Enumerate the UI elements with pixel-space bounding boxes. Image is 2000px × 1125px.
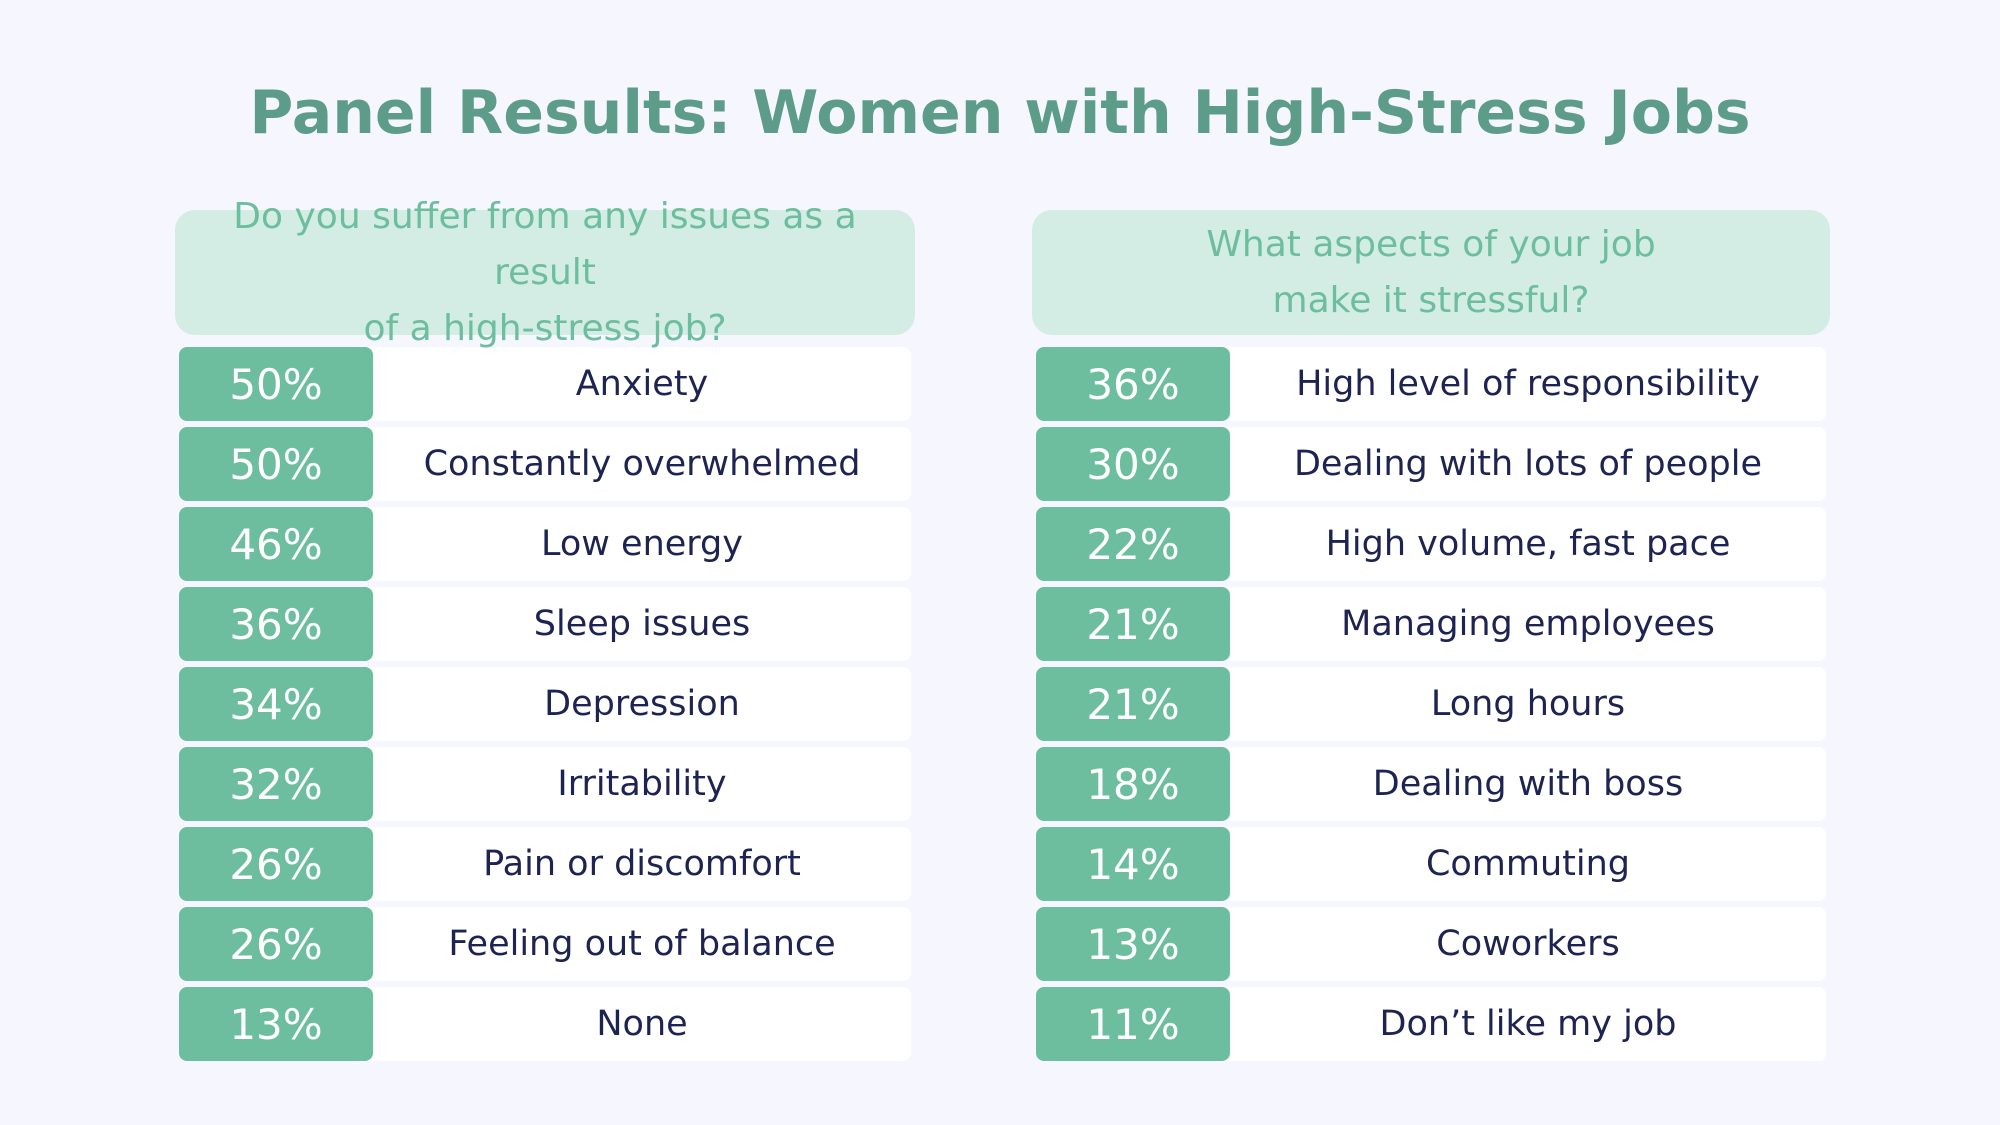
percent-value: 30% [1036,427,1230,501]
row-label: Depression [544,684,740,724]
percent-value: 21% [1036,587,1230,661]
table-row: 21% Managing employees [1036,587,1826,661]
table-row: 11% Don’t like my job [1036,987,1826,1061]
table-row: 26% Pain or discomfort [179,827,911,901]
row-label: Managing employees [1341,604,1715,644]
table-row: 50% Constantly overwhelmed [179,427,911,501]
row-label: Sleep issues [533,604,751,644]
percent-value: 11% [1036,987,1230,1061]
stress-aspects-panel: What aspects of your job make it stressf… [1032,210,1830,1067]
table-row: 30% Dealing with lots of people [1036,427,1826,501]
row-label: Coworkers [1436,924,1620,964]
row-label: High level of responsibility [1296,364,1760,404]
row-label: Low energy [540,524,743,564]
row-label: High volume, fast pace [1325,524,1731,564]
percent-value: 21% [1036,667,1230,741]
percent-value: 14% [1036,827,1230,901]
table-row: 32% Irritability [179,747,911,821]
percent-value: 50% [179,347,373,421]
percent-value: 36% [1036,347,1230,421]
table-row: 18% Dealing with boss [1036,747,1826,821]
table-row: 13% Coworkers [1036,907,1826,981]
table-row: 14% Commuting [1036,827,1826,901]
percent-value: 32% [179,747,373,821]
issues-panel: Do you suffer from any issues as a resul… [175,196,915,1067]
row-label: Commuting [1425,844,1631,884]
stress-aspects-question: What aspects of your job make it stressf… [1032,210,1830,335]
row-label: Dealing with lots of people [1293,444,1762,484]
row-label: None [596,1004,688,1044]
percent-value: 36% [179,587,373,661]
issues-rows: 50% Anxiety 50% Constantly overwhelmed 46% Lo… [175,347,915,1061]
row-label: Constantly overwhelmed [423,444,861,484]
percent-value: 13% [179,987,373,1061]
percent-value: 22% [1036,507,1230,581]
percent-value: 13% [1036,907,1230,981]
row-label: Don’t like my job [1379,1004,1677,1044]
stress-aspects-rows: 36% High level of responsibility 30% Dealin… [1032,347,1830,1061]
table-row: 13% None [179,987,911,1061]
table-row: 50% Anxiety [179,347,911,421]
issues-question: Do you suffer from any issues as a resul… [175,196,915,349]
percent-value: 46% [179,507,373,581]
percent-value: 34% [179,667,373,741]
row-label: Dealing with boss [1372,764,1684,804]
percent-value: 18% [1036,747,1230,821]
chart-title: Panel Results: Women with High-Stress Jo… [249,78,1751,148]
table-row: 46% Low energy [179,507,911,581]
percent-value: 26% [179,907,373,981]
percent-value: 26% [179,827,373,901]
table-row: 36% High level of responsibility [1036,347,1826,421]
table-row: 21% Long hours [1036,667,1826,741]
table-row: 26% Feeling out of balance [179,907,911,981]
row-label: Feeling out of balance [448,924,836,964]
table-row: 36% Sleep issues [179,587,911,661]
percent-value: 50% [179,427,373,501]
row-label: Irritability [557,764,727,804]
row-label: Long hours [1430,684,1626,724]
table-row: 22% High volume, fast pace [1036,507,1826,581]
row-label: Pain or discomfort [483,844,801,884]
table-row: 34% Depression [179,667,911,741]
row-label: Anxiety [575,364,709,404]
